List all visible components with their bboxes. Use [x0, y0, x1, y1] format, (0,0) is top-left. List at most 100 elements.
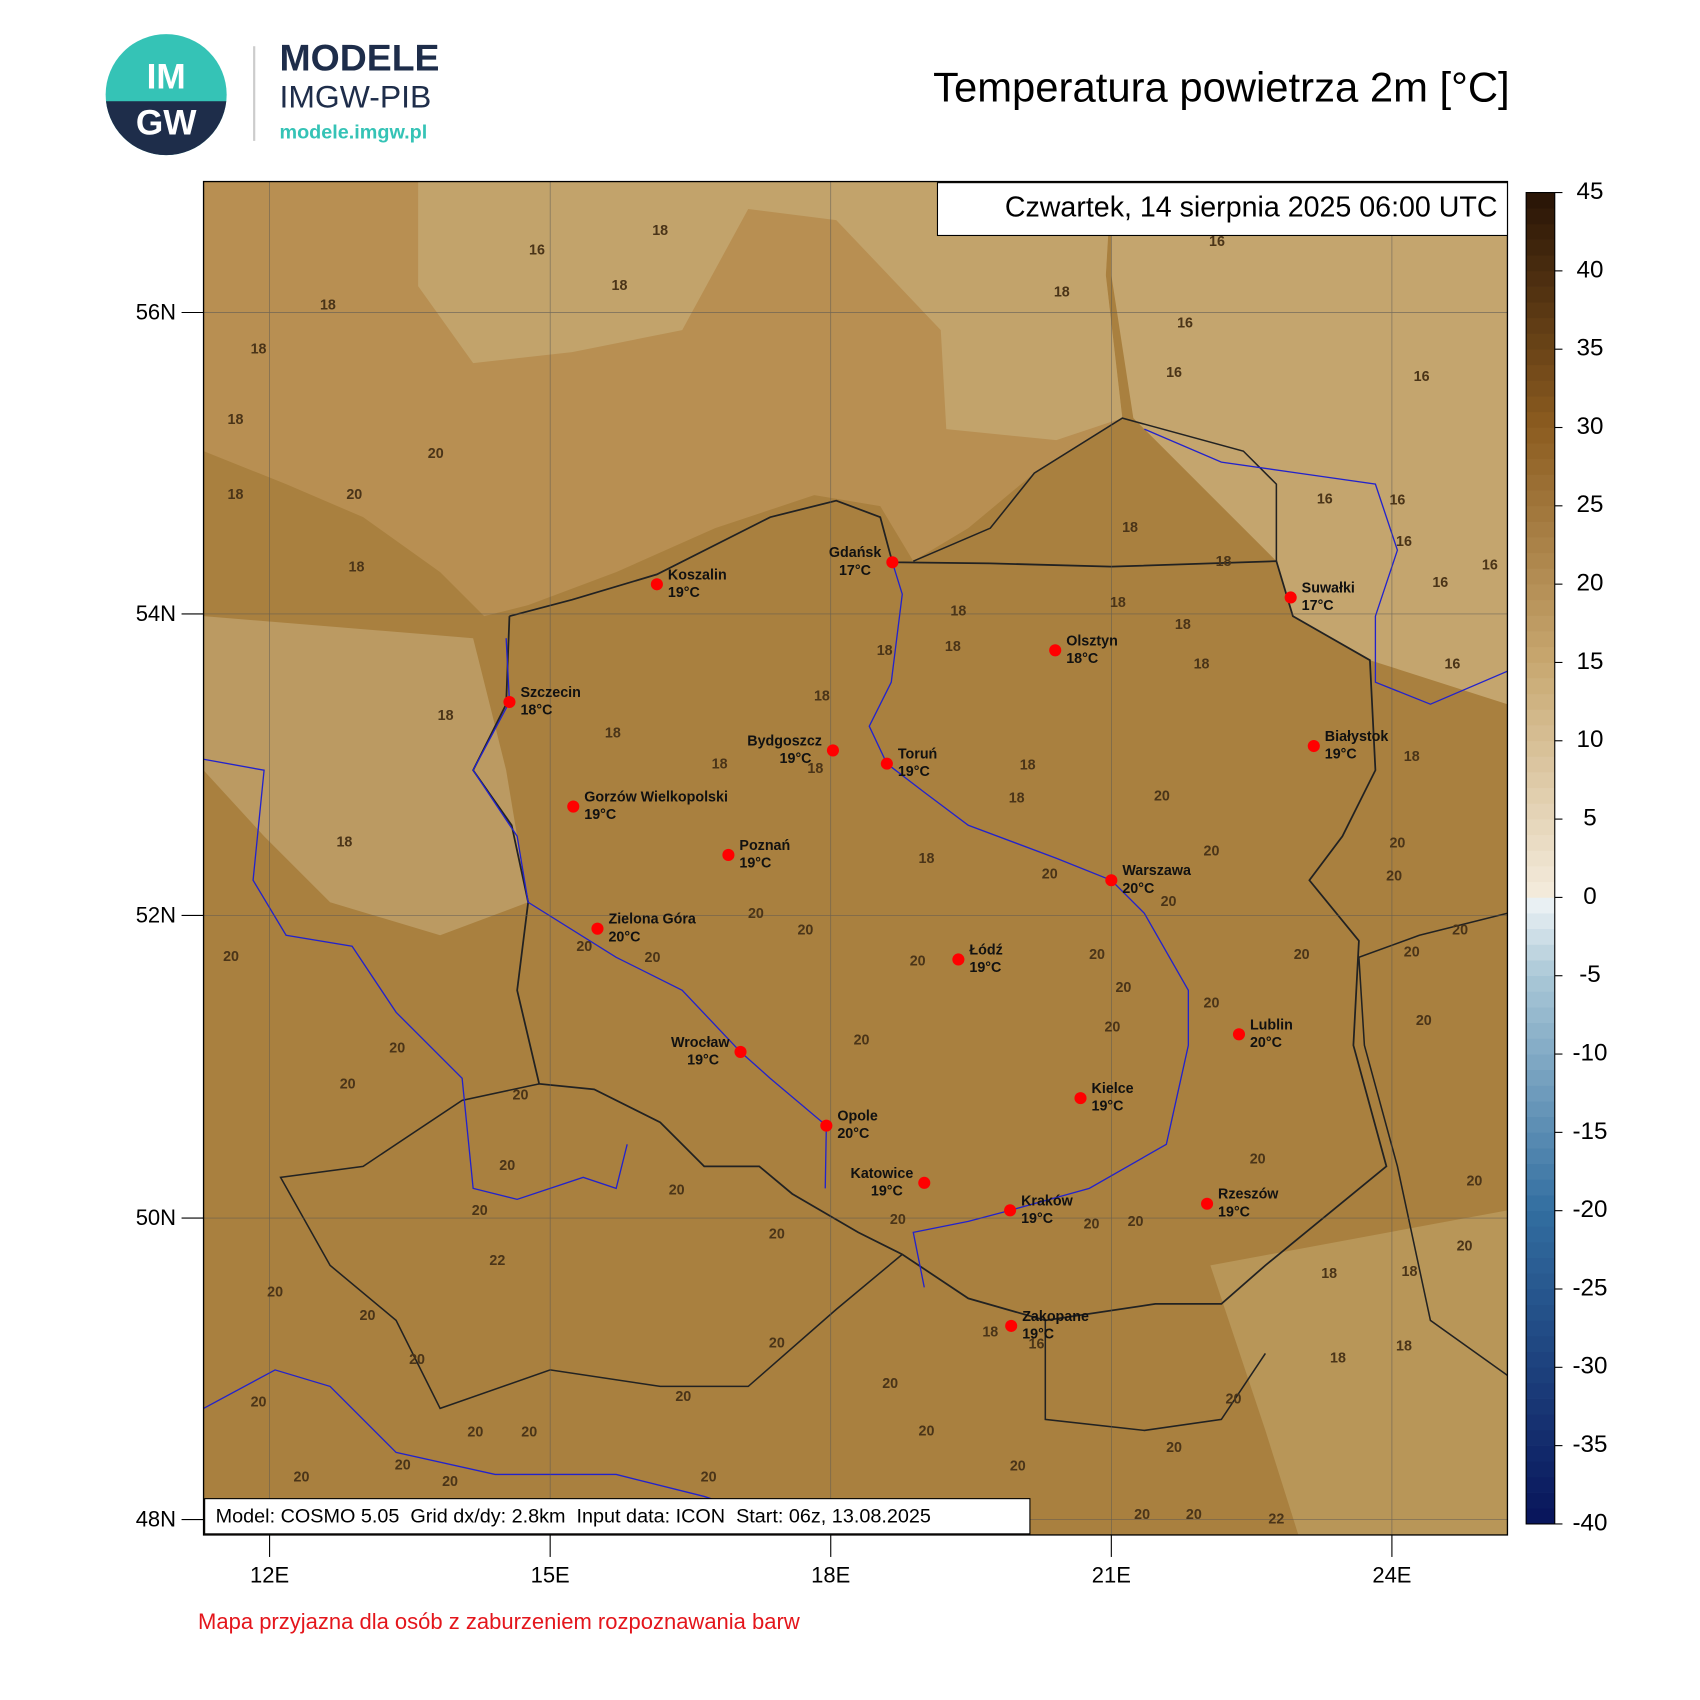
city-marker: [820, 1119, 833, 1132]
valid-time: Czwartek, 14 sierpnia 2025 06:00 UTC: [1005, 192, 1498, 224]
city-name: Poznań: [739, 838, 790, 854]
colorbar-tick-label: 10: [1577, 726, 1604, 753]
colorbar-band: [1526, 787, 1555, 804]
colorbar-band: [1526, 928, 1555, 945]
colorbar-band: [1526, 1069, 1555, 1086]
colorbar-band: [1526, 1508, 1555, 1525]
colorbar-tick-label: 15: [1577, 648, 1604, 675]
colorbar-band: [1526, 897, 1555, 914]
contour-label: 20: [442, 1474, 458, 1490]
colorbar-band: [1526, 584, 1555, 601]
contour-label: 20: [1089, 947, 1105, 963]
city-temp: 19°C: [687, 1052, 719, 1068]
contour-label: 20: [1457, 1238, 1473, 1254]
colorbar-band: [1526, 1351, 1555, 1368]
contour-label: 18: [612, 278, 628, 294]
contour-label: 18: [1404, 749, 1420, 765]
contour-label: 16: [1166, 365, 1182, 381]
colorbar-band: [1526, 380, 1555, 397]
contour-label: 20: [769, 1226, 785, 1242]
contour-label: 20: [395, 1457, 411, 1473]
contour-label: 20: [1250, 1152, 1266, 1168]
city-temp: 18°C: [520, 703, 552, 719]
colorbar-band: [1526, 490, 1555, 507]
contour-label: 16: [1432, 575, 1448, 591]
map-area: 18 16 18 18 18 18 20 20 18 18 18 16 16 16 16 16 16 16 18 18…: [203, 181, 1508, 1535]
contour-label: 18: [950, 604, 966, 620]
contour-label: 20: [769, 1335, 785, 1351]
colorbar-band: [1526, 1038, 1555, 1055]
city-temp: 19°C: [871, 1183, 903, 1199]
contour-label: 16: [1317, 491, 1333, 507]
city-temp: 19°C: [739, 856, 771, 872]
contour-label: 18: [605, 726, 621, 742]
colorbar-band: [1526, 1288, 1555, 1305]
colorbar-band: [1526, 302, 1555, 319]
colorbar-band: [1526, 740, 1555, 757]
contour-label: 18: [1330, 1351, 1346, 1367]
colorbar-band: [1526, 1429, 1555, 1446]
contour-label: 18: [228, 487, 244, 503]
colorbar-band: [1526, 1226, 1555, 1243]
city-name: Bydgoszcz: [747, 733, 822, 749]
contour-label: 20: [882, 1376, 898, 1392]
city-temp: 19°C: [1022, 1326, 1054, 1342]
contour-label: 20: [513, 1088, 529, 1104]
note: Mapa przyjazna dla osób z zaburzeniem ro…: [198, 1609, 800, 1634]
contour-label: 16: [1396, 534, 1412, 550]
contour-label: 20: [499, 1158, 515, 1174]
contour-label: 20: [251, 1395, 267, 1411]
colorbar-tick-label: 5: [1583, 804, 1596, 831]
contour-label: 22: [1268, 1511, 1284, 1527]
colorbar-band: [1526, 693, 1555, 710]
colorbar-band: [1526, 1445, 1555, 1462]
colorbar-band: [1526, 881, 1555, 898]
lat-label: 50N: [136, 1205, 176, 1230]
colorbar-band: [1526, 772, 1555, 789]
contour-label: 20: [1161, 894, 1177, 910]
lat-label: 56N: [136, 299, 176, 324]
contour-label: 18: [228, 412, 244, 428]
city-temp: 20°C: [1122, 881, 1154, 897]
contour-label: 20: [428, 446, 444, 462]
city-marker: [918, 1176, 931, 1189]
contour-label: 20: [472, 1203, 488, 1219]
contour-label: 20: [1204, 843, 1220, 859]
city-marker: [1307, 739, 1320, 753]
colorbar-band: [1526, 1054, 1555, 1071]
contour-label: 16: [1177, 315, 1193, 331]
colorbar-band: [1526, 1414, 1555, 1431]
contour-label: 18: [320, 298, 336, 314]
contour-label: 20: [854, 1033, 870, 1049]
colorbar-band: [1526, 709, 1555, 726]
colorbar-band: [1526, 1210, 1555, 1227]
city-marker: [1005, 1319, 1018, 1332]
colorbar-band: [1526, 411, 1555, 428]
colorbar-band: [1526, 1242, 1555, 1258]
colorbar-band: [1526, 1273, 1555, 1290]
colorbar-band: [1526, 1163, 1555, 1180]
contour-label: 22: [489, 1253, 505, 1269]
colorbar-band: [1526, 975, 1555, 992]
city-temp: 17°C: [839, 563, 871, 579]
city-temp: 19°C: [969, 960, 1001, 976]
contour-label: 20: [675, 1389, 691, 1405]
colorbar-band: [1526, 427, 1555, 444]
contour-label: 20: [890, 1212, 906, 1228]
colorbar-band: [1526, 662, 1555, 679]
colorbar-band: [1526, 1101, 1555, 1118]
colorbar-band: [1526, 1085, 1555, 1102]
colorbar-band: [1526, 834, 1555, 851]
colorbar-band: [1526, 317, 1555, 334]
contour-label: 18: [1009, 791, 1025, 807]
contour-label: 20: [467, 1424, 483, 1440]
contour-label: 20: [1128, 1214, 1144, 1230]
city-marker: [1232, 1028, 1246, 1041]
colorbar-band: [1526, 552, 1555, 569]
contour-label: 18: [1396, 1339, 1412, 1355]
contour-label: 20: [1166, 1440, 1182, 1456]
contour-label: 20: [360, 1308, 376, 1324]
contour-label: 18: [1122, 520, 1138, 536]
city-name: Łódź: [969, 942, 1002, 958]
colorbar-band: [1526, 568, 1555, 585]
